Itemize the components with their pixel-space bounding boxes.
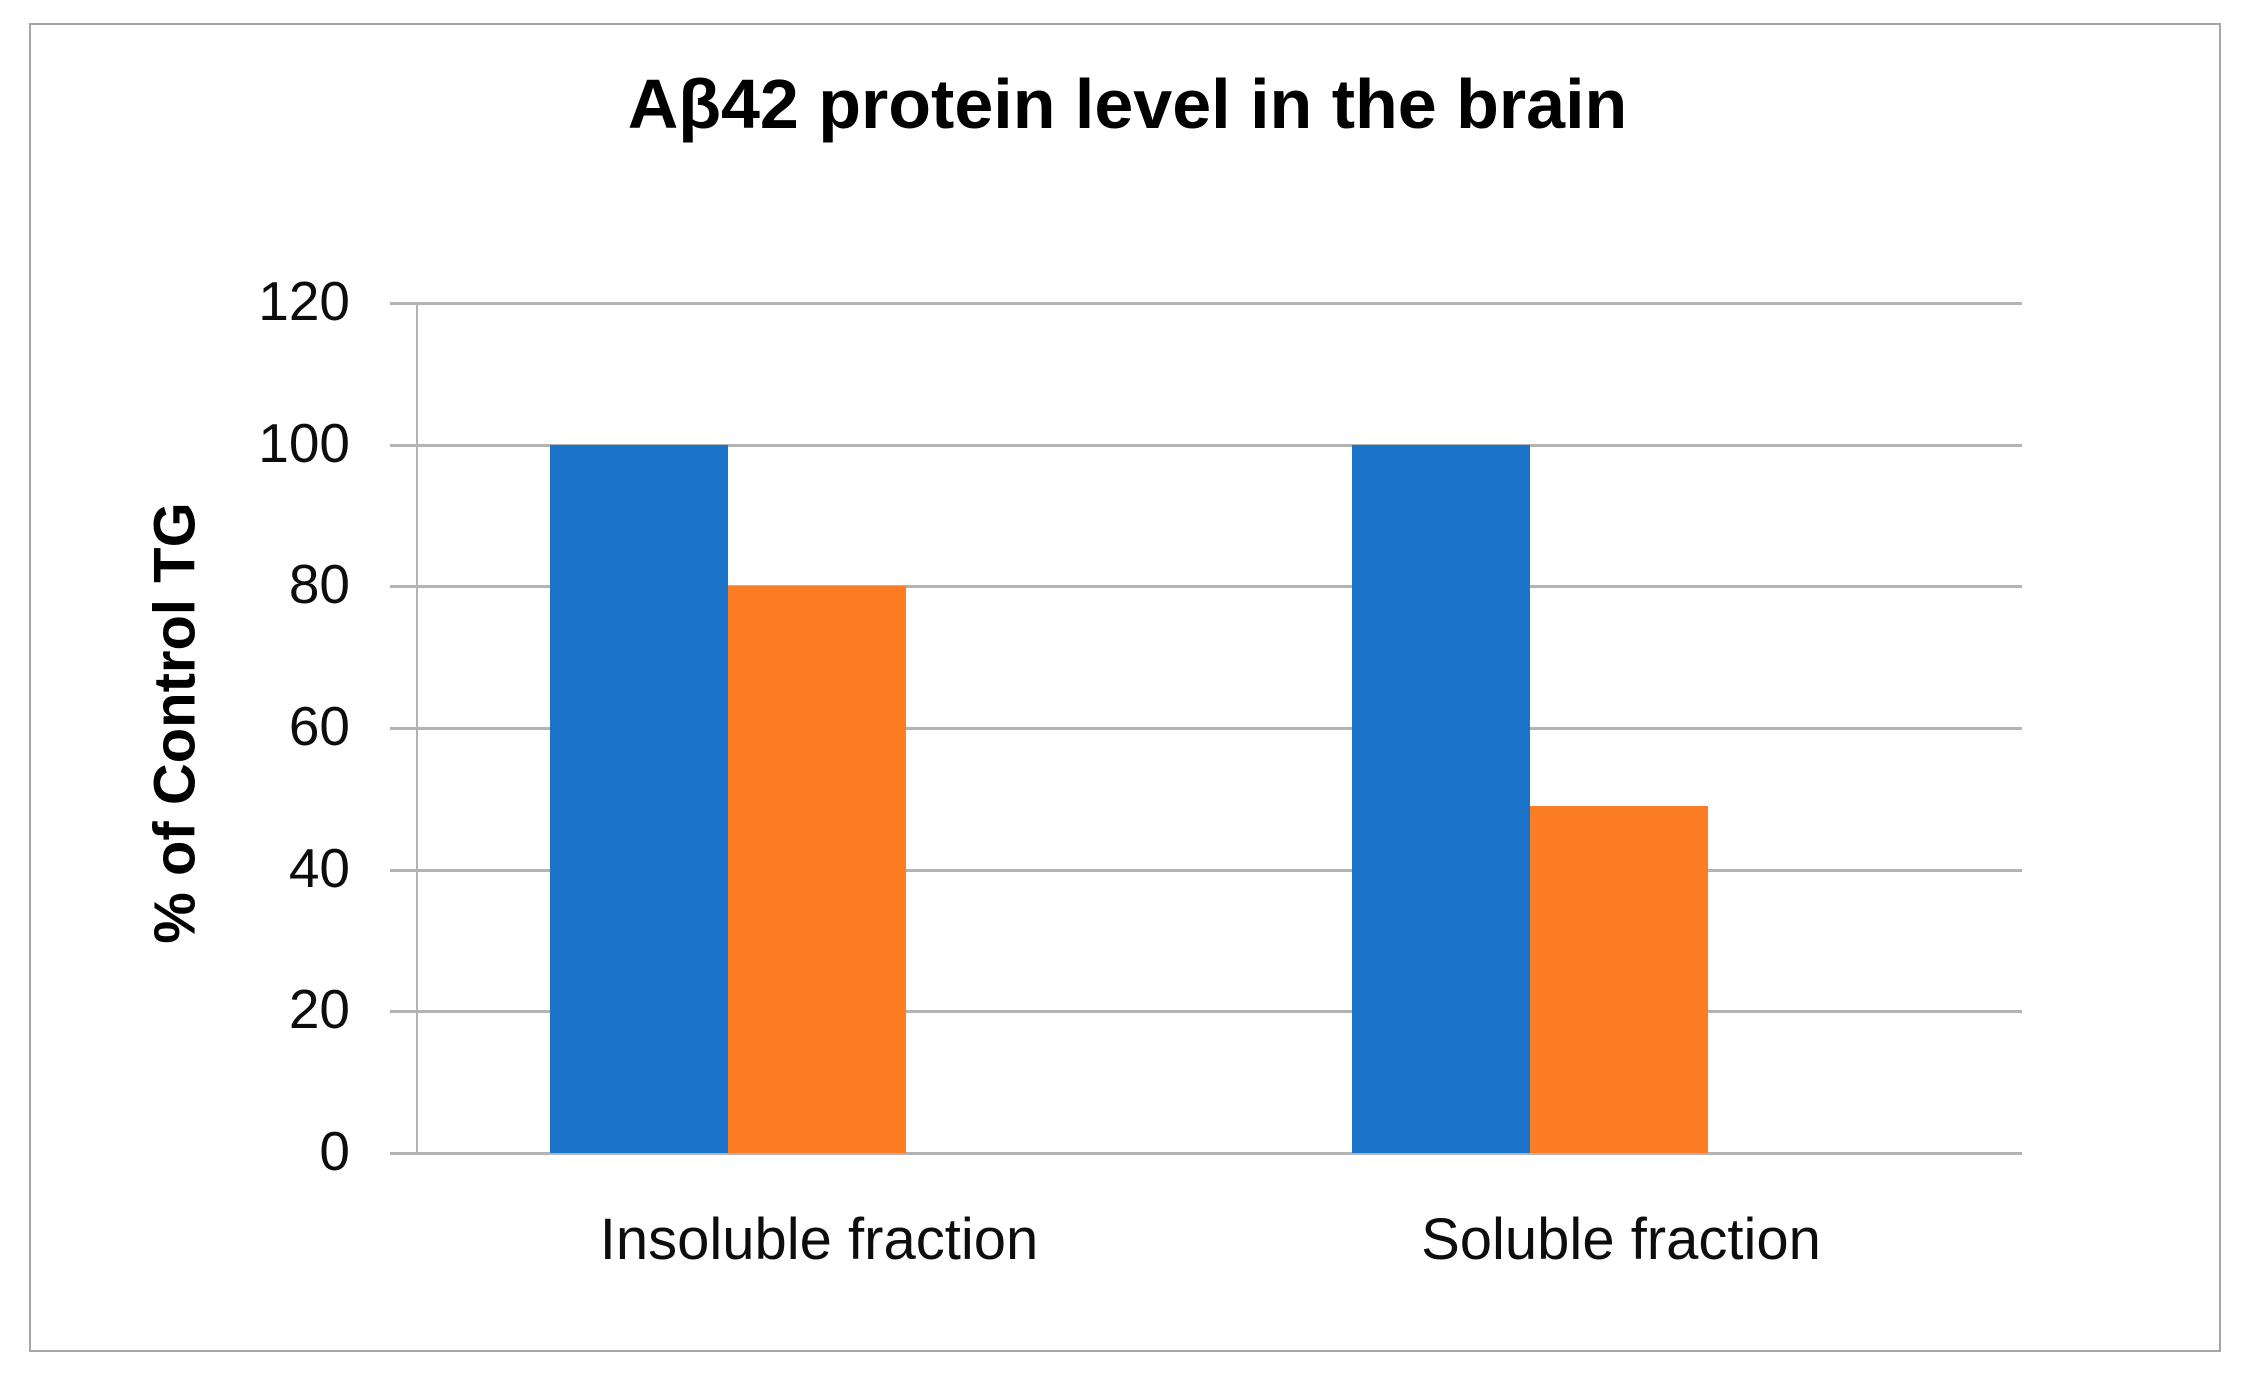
y-tick-label: 20 (288, 978, 350, 1041)
gridline (418, 302, 2022, 305)
y-tick-label: 120 (258, 270, 350, 332)
y-tick-mark (390, 443, 418, 447)
gridline (418, 1010, 2022, 1014)
y-axis-line (416, 303, 418, 1153)
chart-border (29, 23, 2221, 1352)
y-tick-label: 40 (288, 836, 350, 899)
y-tick-mark (390, 585, 418, 589)
gridline (418, 868, 2022, 872)
y-tick-mark (390, 1010, 418, 1014)
y-tick-mark (390, 1152, 418, 1155)
gridline (418, 585, 2022, 589)
y-tick-mark (390, 868, 418, 872)
x-category-label: Soluble fraction (1421, 1207, 1821, 1272)
chart-title: Aβ42 protein level in the brain (627, 65, 1628, 143)
y-tick-label: 0 (319, 1120, 350, 1182)
bar-c1-s0 (1352, 444, 1530, 1153)
y-tick-mark (390, 302, 418, 305)
bar-c0-s0 (550, 444, 728, 1153)
y-tick-label: 100 (258, 411, 350, 474)
x-category-label: Insoluble fraction (599, 1207, 1039, 1272)
bar-c1-s1 (1530, 805, 1708, 1153)
y-tick-label: 60 (288, 695, 350, 757)
gridline (418, 1152, 2022, 1155)
gridline (418, 727, 2022, 730)
y-tick-mark (390, 727, 418, 730)
y-tick-label: 80 (288, 553, 350, 616)
bar-c0-s1 (728, 586, 906, 1153)
gridline (418, 443, 2022, 447)
